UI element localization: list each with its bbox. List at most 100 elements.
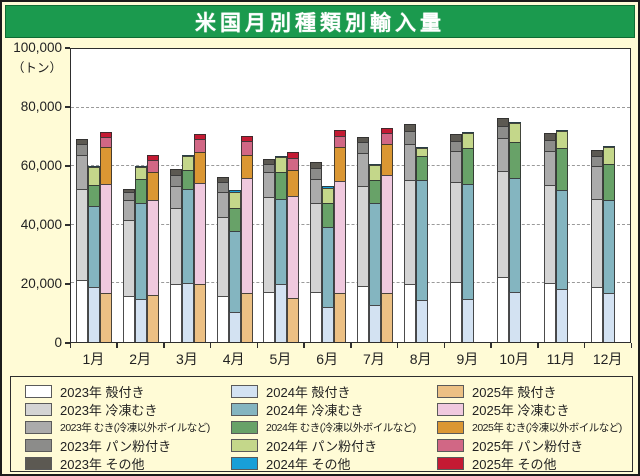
- legend-item-2025年-冷凍むき: 2025年 冷凍むき: [437, 402, 570, 418]
- month-label-1月: 1月: [82, 351, 105, 367]
- segment-2024年-5月-むき(冷凍以外ボイルなど): [275, 172, 288, 199]
- segment-2025年-3月-むき(冷凍以外ボイルなど): [193, 151, 206, 183]
- legend-swatch-2023年-むき(冷凍以外ボイルなど): [25, 420, 52, 434]
- legend-item-2024年-冷凍むき: 2024年 冷凍むき: [231, 402, 364, 418]
- segment-2025年-2月-その他: [147, 155, 160, 160]
- legend-swatch-2025年-冷凍むき: [437, 402, 464, 416]
- segment-2024年-9月-殻付き: [462, 298, 475, 342]
- segment-2025年-6月-殻付き: [334, 293, 347, 342]
- segment-2023年-4月-むき(冷凍以外ボイルなど): [216, 192, 229, 217]
- legend-label-2024年-殻付き: 2024年 殻付き: [266, 384, 351, 400]
- segment-2024年-12月-その他: [602, 146, 615, 148]
- bar-2025年-7月: [380, 128, 393, 342]
- bar-2023年-10月: [497, 118, 510, 342]
- month-label-5月: 5月: [269, 351, 292, 367]
- x-tick-1: [116, 343, 118, 348]
- segment-2025年-4月-冷凍むき: [240, 178, 253, 294]
- segment-2025年-1月-冷凍むき: [100, 183, 113, 293]
- legend-swatch-2024年-その他: [231, 456, 258, 470]
- bar-2023年-8月: [403, 124, 416, 342]
- segment-2025年-1月-パン粉付き: [100, 137, 113, 148]
- segment-2023年-1月-パン粉付き: [76, 144, 89, 155]
- segment-2025年-1月-殻付き: [100, 292, 113, 342]
- segment-2024年-1月-パン粉付き: [88, 166, 101, 185]
- segment-2023年-2月-冷凍むき: [123, 219, 136, 297]
- segment-2023年-6月-むき(冷凍以外ボイルなど): [310, 178, 323, 204]
- x-tick-11: [583, 343, 586, 348]
- segment-2024年-10月-その他: [509, 122, 522, 124]
- segment-2023年-5月-その他: [263, 159, 276, 164]
- segment-2023年-5月-殻付き: [263, 291, 276, 342]
- segment-2023年-2月-パン粉付き: [123, 192, 136, 200]
- x-tick-3: [209, 343, 212, 348]
- legend-swatch-2025年-パン粉付き: [437, 438, 464, 452]
- segment-2024年-11月-むき(冷凍以外ボイルなど): [555, 147, 568, 190]
- month-label-10月: 10月: [499, 351, 529, 367]
- segment-2025年-2月-殻付き: [147, 294, 160, 342]
- segment-2025年-6月-パン粉付き: [334, 135, 347, 148]
- segment-2023年-2月-その他: [123, 188, 136, 193]
- segment-2023年-6月-その他: [310, 162, 323, 168]
- legend-label-2023年-その他: 2023年 その他: [60, 456, 145, 472]
- segment-2024年-3月-殻付き: [181, 283, 194, 342]
- legend-label-2025年-むき(冷凍以外ボイルなど): 2025年 むき(冷凍以外ボイルなど): [472, 421, 622, 434]
- legend-swatch-2024年-パン粉付き: [231, 438, 258, 452]
- segment-2023年-10月-殻付き: [497, 277, 510, 342]
- segment-2024年-5月-パン粉付き: [275, 157, 288, 173]
- legend-item-2023年-むき(冷凍以外ボイルなど): 2023年 むき(冷凍以外ボイルなど): [25, 420, 210, 434]
- legend-swatch-2025年-その他: [437, 456, 464, 470]
- segment-2025年-2月-むき(冷凍以外ボイルなど): [147, 172, 160, 200]
- bar-2023年-9月: [450, 134, 463, 342]
- segment-2024年-4月-その他: [228, 190, 241, 192]
- legend-swatch-2024年-むき(冷凍以外ボイルなど): [231, 420, 258, 434]
- bar-2024年-6月: [322, 186, 335, 342]
- segment-2023年-1月-むき(冷凍以外ボイルなど): [76, 154, 89, 189]
- segment-2023年-7月-冷凍むき: [356, 185, 369, 286]
- title-bar: 米国月別種類別輸入量: [5, 5, 635, 38]
- segment-2024年-10月-むき(冷凍以外ボイルなど): [509, 141, 522, 178]
- segment-2024年-1月-その他: [88, 165, 101, 167]
- legend-label-2023年-殻付き: 2023年 殻付き: [60, 384, 145, 400]
- bar-2023年-5月: [263, 159, 276, 342]
- bar-2025年-1月: [100, 132, 113, 342]
- segment-2023年-11月-冷凍むき: [543, 185, 556, 283]
- segment-2025年-5月-パン粉付き: [287, 157, 300, 171]
- bar-2023年-11月: [543, 133, 556, 342]
- x-tick-9: [490, 343, 492, 348]
- legend-swatch-2023年-その他: [25, 456, 52, 470]
- segment-2023年-9月-その他: [450, 134, 463, 141]
- legend-item-2023年-殻付き: 2023年 殻付き: [25, 384, 145, 400]
- segment-2023年-12月-殻付き: [590, 287, 603, 342]
- bar-2024年-8月: [415, 146, 428, 342]
- legend-label-2024年-パン粉付き: 2024年 パン粉付き: [266, 438, 378, 454]
- bar-2023年-3月: [169, 169, 182, 342]
- segment-2024年-8月-その他: [415, 146, 428, 148]
- legend-swatch-2023年-殻付き: [25, 384, 52, 398]
- segment-2023年-10月-その他: [497, 118, 510, 126]
- segment-2024年-11月-冷凍むき: [555, 189, 568, 289]
- segment-2025年-6月-その他: [334, 129, 347, 136]
- segment-2024年-10月-パン粉付き: [509, 123, 522, 142]
- month-label-7月: 7月: [362, 351, 385, 367]
- segment-2023年-12月-その他: [590, 149, 603, 156]
- segment-2023年-6月-殻付き: [310, 291, 323, 342]
- segment-2023年-4月-殻付き: [216, 296, 229, 342]
- legend-swatch-2024年-冷凍むき: [231, 402, 258, 416]
- segment-2023年-4月-冷凍むき: [216, 216, 229, 297]
- segment-2023年-11月-その他: [543, 133, 556, 140]
- segment-2024年-2月-むき(冷凍以外ボイルなど): [135, 179, 148, 204]
- legend-label-2023年-パン粉付き: 2023年 パン粉付き: [60, 438, 172, 454]
- bar-2023年-12月: [590, 149, 603, 342]
- gridline-80000: [71, 106, 630, 108]
- x-tick-8: [443, 343, 445, 348]
- bar-2024年-11月: [555, 130, 568, 342]
- legend-item-2023年-パン粉付き: 2023年 パン粉付き: [25, 438, 172, 454]
- segment-2024年-4月-むき(冷凍以外ボイルなど): [228, 207, 241, 232]
- segment-2024年-12月-むき(冷凍以外ボイルなど): [602, 164, 615, 200]
- segment-2023年-11月-パン粉付き: [543, 139, 556, 152]
- segment-2025年-5月-殻付き: [287, 297, 300, 342]
- month-label-8月: 8月: [409, 351, 432, 367]
- month-label-2月: 2月: [129, 351, 152, 367]
- y-tick-label-80000: 80,000: [20, 99, 62, 114]
- legend-label-2024年-冷凍むき: 2024年 冷凍むき: [266, 402, 364, 418]
